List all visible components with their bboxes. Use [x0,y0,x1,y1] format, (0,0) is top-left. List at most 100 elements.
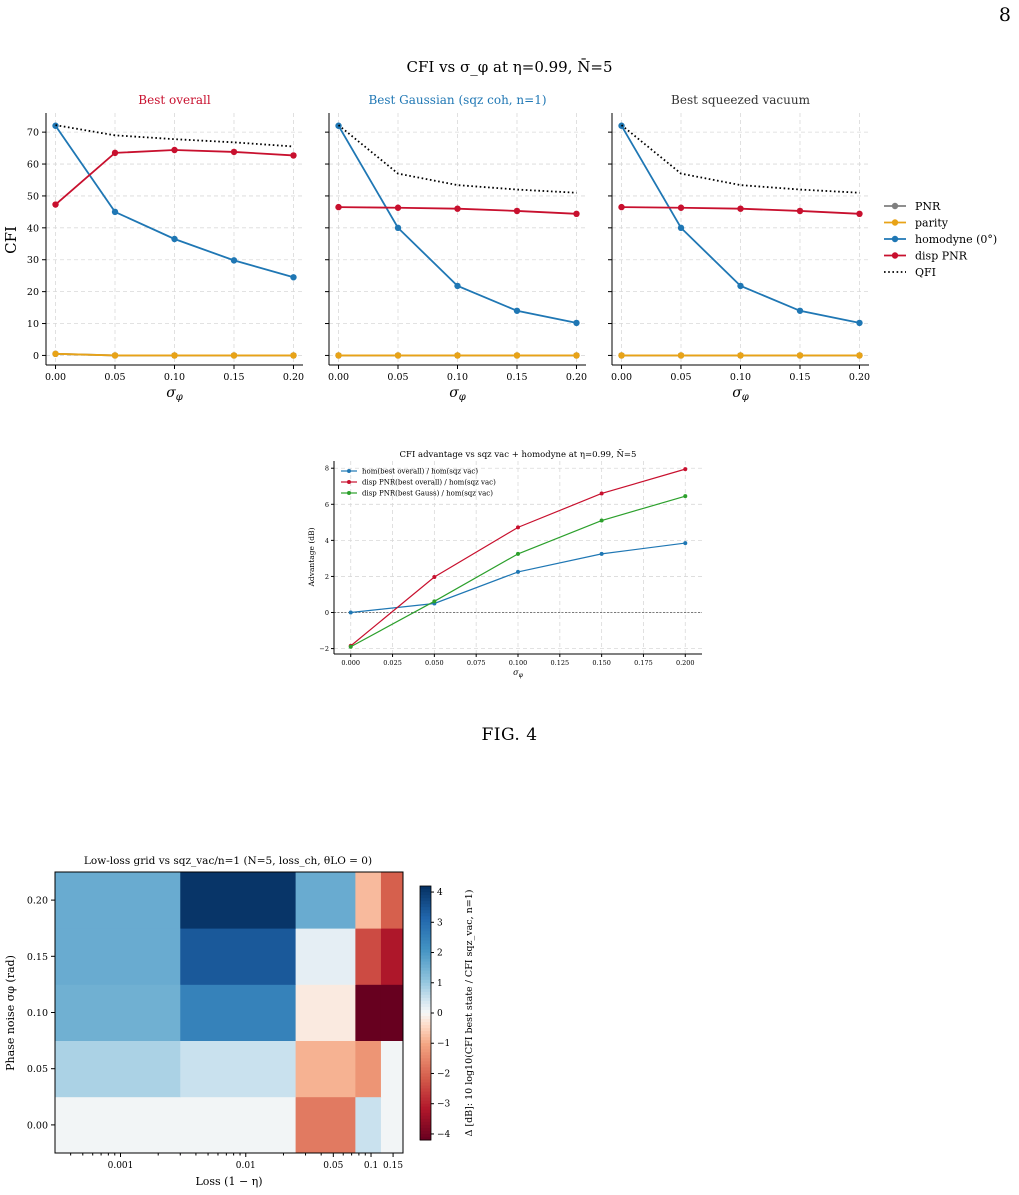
data-point [737,282,744,290]
heatmap-cell [380,1040,404,1098]
heatmap-cell [295,984,356,1041]
x-tick-label: 0.05 [104,372,125,383]
cfi-panels-chart: 0.00 0.05 0.10 0.15 0.20 0 10 20 30 40 50 60 70 Best … [2,93,997,403]
data-point [111,149,119,157]
data-point [394,352,402,359]
data-point [230,352,238,359]
colorbar-step [420,1061,431,1065]
colorbar-step [420,913,431,917]
legend-entry: homodyne (0°) [915,233,997,246]
colorbar-step [420,1079,431,1084]
data-point [52,201,59,208]
colorbar-step [420,943,431,947]
advantage-y-label: Advantage (dB) [307,527,316,587]
colorbar-step [420,1076,431,1081]
colorbar-step [420,925,431,929]
colorbar-step [420,940,431,944]
legend-entry: disp PNR(best overall) / hom(sqz vac) [362,479,496,487]
x-tick-label: 0.100 [509,659,528,667]
colorbar-step [420,1037,431,1041]
colorbar-step [420,991,431,996]
x-tick-label: 0.20 [566,372,587,383]
y-tick-label: 0.20 [27,896,48,907]
colorbar-step [420,916,431,920]
colorbar-step [420,1130,431,1135]
data-point [856,352,863,359]
figure-suptitle: CFI vs σ_φ at η=0.99, N̄=5 [406,58,613,76]
data-point [348,644,353,649]
panel-title: Best squeezed vacuum [671,93,811,107]
colorbar-step [420,1016,431,1020]
x-tick-label: 0.10 [164,372,185,383]
data-point [454,205,461,212]
colorbar-tick-label: 3 [437,918,443,928]
data-point [599,518,604,523]
x-tick-label: 0.15 [506,372,527,383]
y-tick-label: 50 [27,191,39,202]
colorbar-step [420,1028,431,1032]
cfi-y-axis-label: CFI [2,226,20,254]
legend-marker [347,480,351,484]
data-point [348,610,353,615]
cfi-panel-1: 0.00 0.05 0.10 0.15 0.20 0 10 20 30 40 50 60 70 Best … [27,93,304,403]
data-point [111,352,119,359]
colorbar-step [420,1073,431,1077]
colorbar-step [420,1100,431,1105]
heatmap-x-label: Loss (1 − η) [195,1175,262,1188]
colorbar-step [420,1009,431,1014]
x-tick-label: 0.05 [323,1161,343,1171]
advantage-title: CFI advantage vs sqz vac + homodyne at η… [400,448,637,460]
legend-marker [891,252,899,259]
legend-marker [891,235,899,243]
heatmap-cell [55,872,181,929]
heatmap-cell [355,1096,382,1154]
colorbar-step [420,1106,431,1111]
x-tick-label: 0.1 [364,1161,378,1171]
y-tick-label: 6 [325,501,329,509]
y-tick-label: 0.00 [27,1120,48,1131]
colorbar-step [420,1064,431,1068]
heatmap-y-label: Phase noise σφ (rad) [4,955,17,1071]
cfi-panel-2: 0.00 0.05 0.10 0.15 0.20 Best Gaussian (sqz c… [325,93,587,403]
colorbar-step [420,1091,431,1096]
data-point [599,491,604,496]
cfi-legend: PNR parity homodyne (0°) disp PNR QFI [884,200,997,279]
x-axis-label: σφ [449,385,466,403]
colorbar-tick-label: 0 [437,1009,443,1019]
data-point [171,146,178,154]
data-point [290,152,297,159]
colorbar-step [420,1013,431,1017]
data-point [513,307,521,314]
data-point [683,494,688,499]
colorbar-step [420,1040,431,1044]
colorbar-step [420,1067,431,1071]
data-point [573,319,580,327]
heatmap-cell [295,928,356,985]
x-tick-label: 0.05 [387,372,408,383]
y-tick-label: 30 [27,255,39,266]
data-point [683,467,688,472]
x-tick-label: 0.050 [425,659,444,667]
x-tick-label: 0.025 [383,659,402,667]
colorbar-step [420,1085,431,1090]
panel-title: Best overall [138,93,211,107]
data-point [335,203,342,211]
heatmap-cell [380,872,404,929]
data-point [856,210,863,217]
advantage-chart: CFI advantage vs sqz vac + homodyne at η… [307,448,702,679]
colorbar-step [420,949,431,954]
colorbar-step [420,1136,431,1141]
data-point [513,352,521,359]
colorbar-tick-label: −3 [437,1100,451,1110]
data-point [171,235,178,243]
colorbar-step [420,1025,431,1029]
colorbar-tick-label: −4 [437,1130,451,1140]
colorbar-step [420,1003,431,1008]
heatmap-cell [55,1040,181,1098]
heatmap-cell [380,1096,404,1154]
colorbar-step [420,898,431,902]
colorbar-step [420,889,431,893]
x-tick-label: 0.10 [730,372,751,383]
advantage-x-label: σφ [513,668,523,679]
colorbar-step [420,901,431,905]
